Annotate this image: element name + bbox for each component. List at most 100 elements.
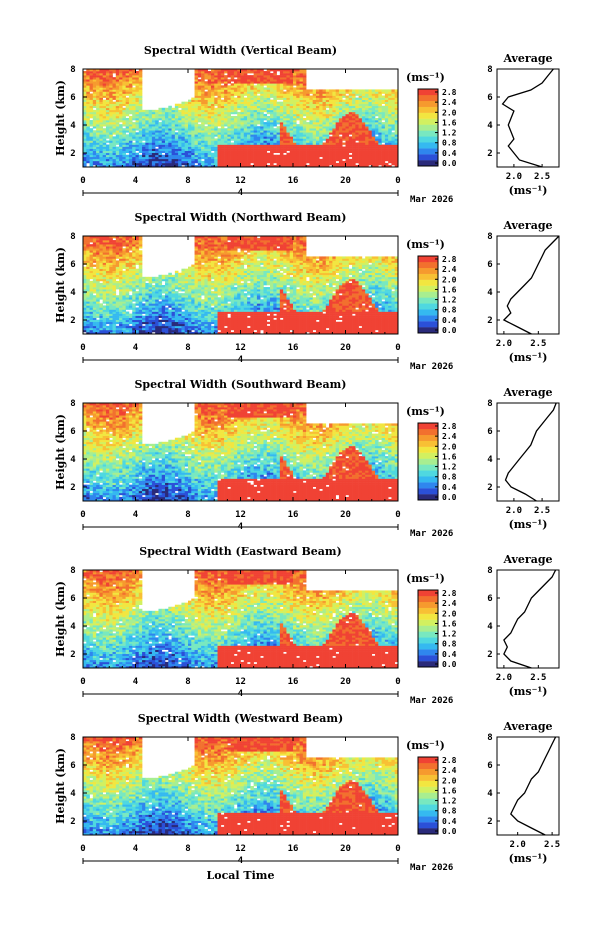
heatmap-cell: [207, 164, 212, 168]
heatmap-cell: [122, 73, 126, 76]
heatmap-cell: [161, 107, 166, 111]
heatmap-cell: [125, 101, 130, 105]
heatmap-cell: [266, 124, 271, 127]
heatmap-cell: [119, 152, 123, 156]
heatmap-cell: [329, 138, 333, 141]
heatmap-cell: [279, 93, 284, 96]
heatmap-cell: [381, 130, 386, 133]
heatmap-cell: [388, 109, 392, 113]
heatmap-cell: [233, 164, 238, 168]
heatmap-cell: [368, 95, 373, 98]
heatmap-cell: [128, 164, 133, 168]
heatmap-cell: [178, 138, 182, 141]
heatmap-cell: [138, 128, 143, 131]
heatmap-cell: [381, 122, 386, 125]
heatmap-cell: [128, 331, 133, 335]
heatmap-cell: [266, 81, 271, 84]
heatmap-cell: [256, 142, 261, 145]
heatmap-cell: [171, 148, 176, 151]
heatmap-cell: [253, 103, 258, 107]
heatmap-cell: [332, 126, 336, 129]
heatmap-cell: [230, 115, 235, 119]
heatmap-cell: [296, 162, 300, 166]
heatmap-cell: [384, 109, 389, 113]
heatmap-cell: [309, 122, 313, 125]
heatmap-cell: [263, 93, 268, 96]
heatmap-cell: [345, 158, 350, 162]
heatmap-cell: [174, 118, 179, 121]
heatmap-cell: [145, 122, 149, 125]
heatmap-cell: [151, 122, 156, 125]
heatmap-cell: [155, 307, 159, 310]
heatmap-cell: [119, 293, 123, 296]
heatmap-cell: [296, 115, 300, 119]
heatmap-cell: [256, 126, 261, 129]
heatmap-cell: [381, 164, 386, 168]
heatmap-cell: [96, 109, 100, 113]
heatmap-cell: [388, 111, 392, 115]
heatmap-cell: [181, 152, 186, 156]
heatmap-cell: [247, 85, 251, 88]
heatmap-cell: [289, 138, 294, 141]
heatmap-cell: [293, 118, 297, 121]
heatmap-cell: [243, 91, 248, 94]
heatmap-cell: [102, 262, 107, 265]
heatmap-cell: [243, 146, 248, 149]
heatmap-cell: [352, 134, 356, 137]
heatmap-cell: [171, 120, 176, 123]
heatmap-cell: [115, 148, 120, 151]
heatmap-cell: [99, 85, 103, 88]
heatmap-cell: [266, 156, 271, 160]
heatmap-cell: [342, 89, 346, 92]
heatmap-cell: [378, 122, 382, 125]
heatmap-cell: [250, 95, 254, 98]
heatmap-cell: [128, 160, 133, 164]
heatmap-cell: [197, 115, 202, 119]
heatmap-cell: [227, 111, 231, 115]
heatmap-cell: [214, 71, 218, 74]
heatmap-cell: [276, 85, 281, 88]
heatmap-cell: [237, 83, 241, 86]
heatmap-cell: [119, 311, 123, 314]
heatmap-cell: [325, 132, 330, 135]
heatmap-cell: [204, 115, 208, 119]
heatmap-cell: [92, 77, 97, 80]
heatmap-cell: [148, 301, 153, 304]
heatmap-cell: [122, 297, 126, 300]
heatmap-cell: [283, 71, 287, 74]
heatmap-cell: [96, 331, 100, 335]
heatmap-cell: [296, 144, 300, 147]
heatmap-cell: [194, 126, 199, 129]
heatmap-cell: [155, 130, 159, 133]
heatmap-cell: [128, 315, 133, 318]
heatmap-cell: [302, 138, 307, 141]
heatmap-cell: [125, 118, 130, 121]
heatmap-cell: [135, 154, 140, 158]
heatmap-cell: [355, 105, 359, 109]
heatmap-cell: [181, 156, 186, 160]
heatmap-cell: [371, 111, 376, 115]
heatmap-cell: [342, 105, 346, 109]
heatmap-cell: [319, 99, 323, 102]
heatmap-cell: [135, 329, 140, 333]
heatmap-cell: [99, 148, 103, 151]
heatmap-cell: [243, 75, 248, 78]
heatmap-cell: [142, 128, 146, 131]
heatmap-cell: [224, 83, 228, 86]
heatmap-cell: [325, 138, 330, 141]
heatmap-cell: [148, 158, 153, 162]
heatmap-cell: [115, 264, 120, 267]
heatmap-cell: [296, 134, 300, 137]
heatmap-cell: [358, 111, 363, 115]
heatmap-cell: [92, 109, 97, 113]
heatmap-cell: [132, 118, 136, 121]
heatmap-cell: [270, 113, 274, 117]
heatmap-cell: [112, 311, 117, 314]
heatmap-cell: [233, 120, 238, 123]
heatmap-cell: [122, 295, 126, 298]
heatmap-cell: [273, 128, 277, 131]
heatmap-cell: [178, 150, 182, 154]
heatmap-cell: [283, 111, 287, 115]
heatmap-cell: [119, 140, 123, 143]
heatmap-cell: [293, 120, 297, 123]
